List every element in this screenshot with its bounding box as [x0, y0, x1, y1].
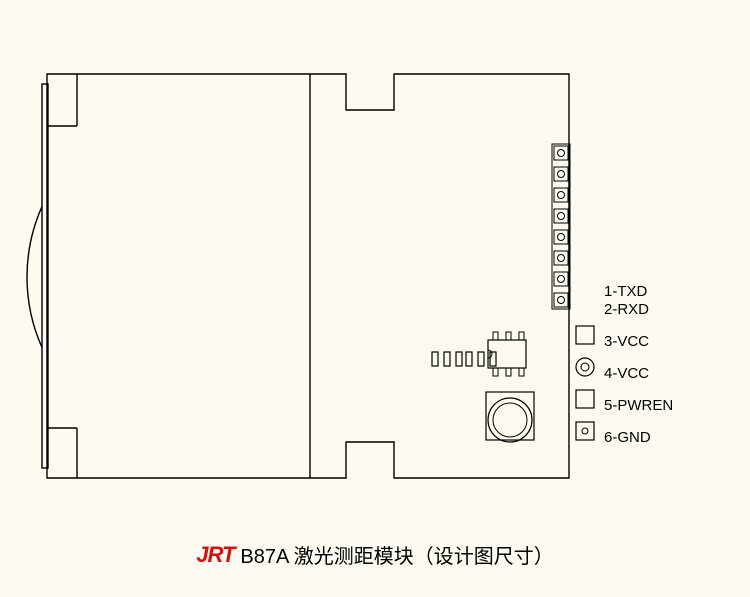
- header-pad: [554, 146, 568, 160]
- pad-square-dot: [582, 428, 588, 434]
- module-diagram: 1-TXD2-RXD 3-VCC 4-VCC 5-PWREN 6-GND: [0, 0, 750, 597]
- logo-text: JRT: [196, 542, 234, 568]
- ic-pin-top: [506, 332, 511, 340]
- caption: JRT B87A 激光测距模块（设计图尺寸）: [0, 540, 750, 569]
- header-pad: [554, 293, 568, 307]
- pad-square: [576, 326, 594, 344]
- header-hole: [558, 213, 565, 220]
- pad-circle-inner: [581, 363, 589, 371]
- header-outline: [552, 144, 570, 309]
- header-hole: [558, 150, 565, 157]
- ic-pin-bottom: [519, 368, 524, 376]
- header-pad: [554, 230, 568, 244]
- header-hole: [558, 192, 565, 199]
- header-pad: [554, 251, 568, 265]
- ic-body: [488, 340, 526, 368]
- caption-text: B87A 激光测距模块（设计图尺寸）: [240, 540, 553, 569]
- pin-label: 5-PWREN: [604, 397, 673, 414]
- pin-label: 3-VCC: [604, 333, 649, 350]
- smd-pad: [466, 352, 472, 366]
- smd-pad: [432, 352, 438, 366]
- header-hole: [558, 297, 565, 304]
- lens-arc-outer: [27, 207, 42, 348]
- header-hole: [558, 255, 565, 262]
- smd-pad: [478, 352, 484, 366]
- ic-pin-top: [519, 332, 524, 340]
- smd-pad: [444, 352, 450, 366]
- header-pad: [554, 188, 568, 202]
- pad-square: [576, 390, 594, 408]
- ic-pin-top: [493, 332, 498, 340]
- page-root: 1-TXD2-RXD 3-VCC 4-VCC 5-PWREN 6-GND JRT B87…: [0, 0, 750, 597]
- pin-label: 6-GND: [604, 429, 651, 446]
- ic-pin-bottom: [493, 368, 498, 376]
- ic-pin-bottom: [506, 368, 511, 376]
- header-pad: [554, 272, 568, 286]
- header-pad: [554, 167, 568, 181]
- header-hole: [558, 171, 565, 178]
- header-hole: [558, 234, 565, 241]
- smd-pad: [456, 352, 462, 366]
- pin-label: 1-TXD: [604, 283, 648, 300]
- header-hole: [558, 276, 565, 283]
- pin-label: 4-VCC: [604, 365, 649, 382]
- connector-inner: [493, 403, 527, 437]
- header-pad: [554, 209, 568, 223]
- pad-square: [576, 422, 594, 440]
- pin-label: 2-RXD: [604, 301, 649, 318]
- smd-pad: [490, 352, 496, 366]
- pad-circle: [576, 358, 594, 376]
- connector-outer: [488, 398, 532, 442]
- pcb-outline: [47, 74, 569, 478]
